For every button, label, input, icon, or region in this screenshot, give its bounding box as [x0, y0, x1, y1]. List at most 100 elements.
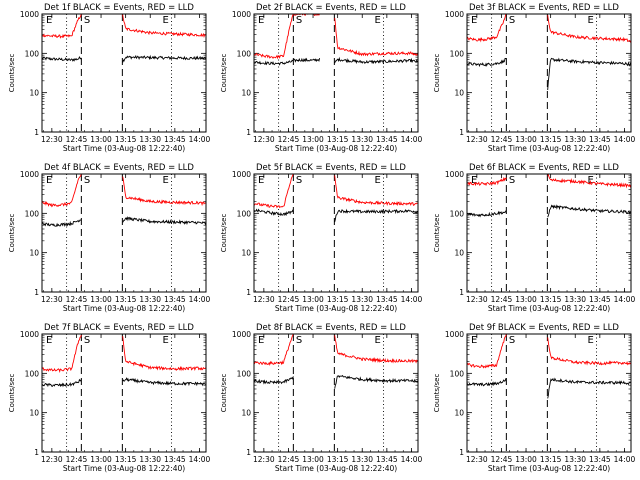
x-axis-label: Start Time (03-Aug-08 12:22:40)	[275, 144, 397, 153]
x-tick-label: 14:00	[401, 295, 423, 304]
series-events	[467, 57, 631, 91]
annotation-E: E	[258, 15, 264, 26]
x-tick-label: 14:00	[614, 455, 636, 464]
series-events	[254, 56, 418, 66]
annotation-E: E	[46, 175, 52, 186]
annotation-S: S	[296, 175, 302, 186]
x-axis-label: Start Time (03-Aug-08 12:22:40)	[63, 304, 185, 313]
x-tick-label: 13:30	[139, 455, 161, 464]
x-tick-label: 13:30	[139, 135, 161, 144]
y-tick-label: 10	[241, 89, 251, 98]
x-tick-label: 13:30	[139, 295, 161, 304]
y-tick-label: 1000	[232, 10, 251, 19]
annotation-S: S	[84, 175, 90, 186]
series-events	[42, 377, 206, 388]
x-axis-label: Start Time (03-Aug-08 12:22:40)	[488, 464, 610, 473]
x-tick-label: 13:45	[376, 455, 398, 464]
panel-3: Det 3f BLACK = Events, RED = LLD 12:30 12:…	[433, 3, 635, 153]
plot-frame	[253, 173, 419, 293]
series-lld	[467, 14, 631, 43]
series-lld	[42, 334, 206, 374]
y-tick-label: 1000	[20, 330, 39, 339]
series-events	[254, 208, 418, 223]
x-tick-label: 12:45	[278, 455, 300, 464]
x-tick-label: 13:15	[115, 295, 137, 304]
panel-6: Det 6f BLACK = Events, RED = LLD 12:30 12:…	[433, 163, 635, 313]
y-tick-label: 1	[459, 128, 464, 137]
y-axis-label: Counts/sec	[433, 214, 441, 253]
panel-title: Det 8f BLACK = Events, RED = LLD	[256, 323, 406, 333]
y-tick-label: 10	[241, 249, 251, 258]
x-tick-label: 13:45	[376, 135, 398, 144]
x-tick-label: 13:45	[589, 295, 611, 304]
y-tick-label: 100	[25, 49, 40, 58]
annotation-E: E	[588, 15, 594, 26]
panel-title: Det 7f BLACK = Events, RED = LLD	[44, 323, 194, 333]
annotation-E: E	[588, 175, 594, 186]
annotation-S: S	[509, 15, 515, 26]
annotation-E: E	[471, 335, 477, 346]
x-axis-label: Start Time (03-Aug-08 12:22:40)	[488, 304, 610, 313]
plot-frame	[41, 13, 207, 133]
annotation-E: E	[375, 175, 381, 186]
x-tick-label: 13:45	[589, 455, 611, 464]
annotation-S: S	[84, 335, 90, 346]
y-tick-label: 1000	[445, 10, 464, 19]
x-tick-label: 13:15	[540, 455, 562, 464]
plot-frame	[466, 13, 632, 133]
x-tick-label: 13:45	[164, 135, 186, 144]
x-tick-label: 13:00	[515, 135, 537, 144]
x-tick-label: 13:45	[164, 295, 186, 304]
annotation-E: E	[163, 335, 169, 346]
y-tick-label: 1000	[232, 170, 251, 179]
series-lld	[254, 174, 418, 209]
plot-frame	[466, 333, 632, 453]
y-tick-label: 10	[454, 249, 464, 258]
x-tick-label: 12:45	[278, 295, 300, 304]
x-tick-label: 14:00	[401, 135, 423, 144]
y-axis-label: Counts/sec	[8, 374, 16, 413]
y-axis-label: Counts/sec	[220, 54, 228, 93]
series-events	[467, 204, 631, 218]
x-tick-label: 13:30	[564, 295, 586, 304]
annotation-E: E	[163, 15, 169, 26]
y-axis-label: Counts/sec	[433, 374, 441, 413]
x-tick-label: 13:30	[351, 295, 373, 304]
annotation-E: E	[471, 15, 477, 26]
annotation-E: E	[375, 335, 381, 346]
panel-title: Det 4f BLACK = Events, RED = LLD	[44, 163, 194, 173]
x-axis-label: Start Time (03-Aug-08 12:22:40)	[63, 144, 185, 153]
plot-frame	[41, 333, 207, 453]
x-tick-label: 13:00	[302, 135, 324, 144]
x-tick-label: 12:30	[41, 295, 63, 304]
x-tick-label: 13:30	[351, 135, 373, 144]
x-tick-label: 13:45	[164, 455, 186, 464]
y-tick-label: 1000	[445, 170, 464, 179]
x-tick-label: 12:45	[278, 135, 300, 144]
panel-2: Det 2f BLACK = Events, RED = LLD 12:30 12:…	[220, 3, 422, 153]
x-tick-label: 13:00	[90, 455, 112, 464]
plot-frame	[253, 333, 419, 453]
plot-frame	[41, 173, 207, 293]
x-tick-label: 13:45	[376, 295, 398, 304]
y-tick-label: 1	[246, 128, 251, 137]
annotation-S: S	[296, 335, 302, 346]
panel-title: Det 5f BLACK = Events, RED = LLD	[256, 163, 406, 173]
y-tick-label: 10	[29, 249, 39, 258]
y-tick-label: 1	[246, 448, 251, 457]
y-tick-label: 1000	[232, 330, 251, 339]
x-axis-label: Start Time (03-Aug-08 12:22:40)	[275, 464, 397, 473]
y-tick-label: 1	[34, 288, 39, 297]
y-tick-label: 1	[246, 288, 251, 297]
x-axis-label: Start Time (03-Aug-08 12:22:40)	[63, 464, 185, 473]
y-tick-label: 100	[450, 49, 465, 58]
plot-frame	[253, 13, 419, 133]
y-tick-label: 10	[454, 89, 464, 98]
panel-1: Det 1f BLACK = Events, RED = LLD 12:30 12:…	[8, 3, 210, 153]
series-lld	[42, 14, 206, 39]
y-tick-label: 100	[237, 209, 252, 218]
annotation-E: E	[46, 335, 52, 346]
panel-title: Det 3f BLACK = Events, RED = LLD	[469, 3, 619, 13]
x-tick-label: 13:15	[327, 295, 349, 304]
panel-4: Det 4f BLACK = Events, RED = LLD 12:30 12:…	[8, 163, 210, 313]
